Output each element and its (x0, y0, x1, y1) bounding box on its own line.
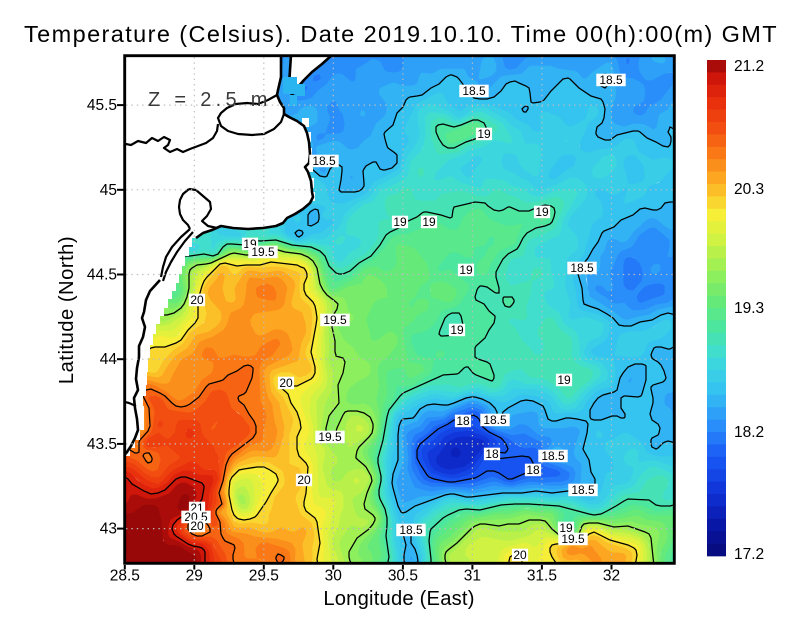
svg-text:19: 19 (477, 127, 491, 141)
svg-text:32: 32 (603, 568, 620, 585)
svg-text:18: 18 (456, 414, 470, 428)
svg-text:18.2: 18.2 (734, 424, 764, 441)
svg-text:31.5: 31.5 (527, 568, 557, 585)
svg-text:20: 20 (279, 376, 293, 390)
svg-text:30: 30 (325, 568, 343, 585)
svg-text:18: 18 (485, 447, 499, 461)
svg-text:29: 29 (186, 568, 203, 585)
svg-text:20: 20 (513, 548, 527, 562)
svg-text:18: 18 (526, 463, 540, 477)
svg-text:18.5: 18.5 (462, 84, 486, 98)
svg-text:45: 45 (100, 182, 117, 199)
svg-text:19: 19 (557, 373, 571, 387)
svg-text:18.5: 18.5 (541, 449, 565, 463)
svg-text:44: 44 (100, 351, 118, 368)
svg-text:19.5: 19.5 (318, 430, 342, 444)
svg-text:Longitude (East): Longitude (East) (323, 588, 474, 610)
svg-text:19: 19 (422, 215, 436, 229)
svg-text:19.5: 19.5 (323, 313, 347, 327)
svg-text:29.5: 29.5 (249, 568, 279, 585)
svg-text:19: 19 (393, 215, 407, 229)
svg-text:44.5: 44.5 (87, 267, 117, 284)
svg-text:20: 20 (297, 473, 311, 487)
svg-text:18.5: 18.5 (483, 413, 507, 427)
svg-text:Temperature (Celsius). Date 20: Temperature (Celsius). Date 2019.10.10. … (24, 21, 778, 47)
svg-text:31: 31 (464, 568, 481, 585)
svg-text:18.5: 18.5 (599, 73, 623, 87)
svg-text:45.5: 45.5 (87, 97, 117, 114)
svg-text:20.3: 20.3 (734, 181, 764, 198)
svg-text:19.5: 19.5 (251, 245, 275, 259)
svg-text:Latitude (North): Latitude (North) (56, 236, 78, 384)
svg-text:43.5: 43.5 (87, 436, 117, 453)
svg-text:18.5: 18.5 (570, 261, 594, 275)
svg-text:18.5: 18.5 (571, 483, 595, 497)
svg-text:17.2: 17.2 (734, 546, 764, 563)
svg-text:19: 19 (559, 521, 573, 535)
svg-text:19: 19 (450, 323, 464, 337)
svg-text:18.5: 18.5 (312, 154, 336, 168)
svg-text:20: 20 (190, 519, 204, 533)
svg-text:28.5: 28.5 (110, 568, 140, 585)
svg-text:Z = 2.5 m: Z = 2.5 m (148, 89, 272, 111)
svg-text:19: 19 (535, 205, 549, 219)
svg-text:19.5: 19.5 (561, 532, 585, 546)
svg-text:19.3: 19.3 (734, 300, 764, 317)
svg-text:20: 20 (190, 293, 204, 307)
svg-text:43: 43 (100, 521, 117, 538)
svg-text:19: 19 (459, 263, 473, 277)
svg-text:21.2: 21.2 (734, 58, 764, 75)
svg-text:18.5: 18.5 (399, 523, 423, 537)
svg-text:30.5: 30.5 (388, 568, 418, 585)
